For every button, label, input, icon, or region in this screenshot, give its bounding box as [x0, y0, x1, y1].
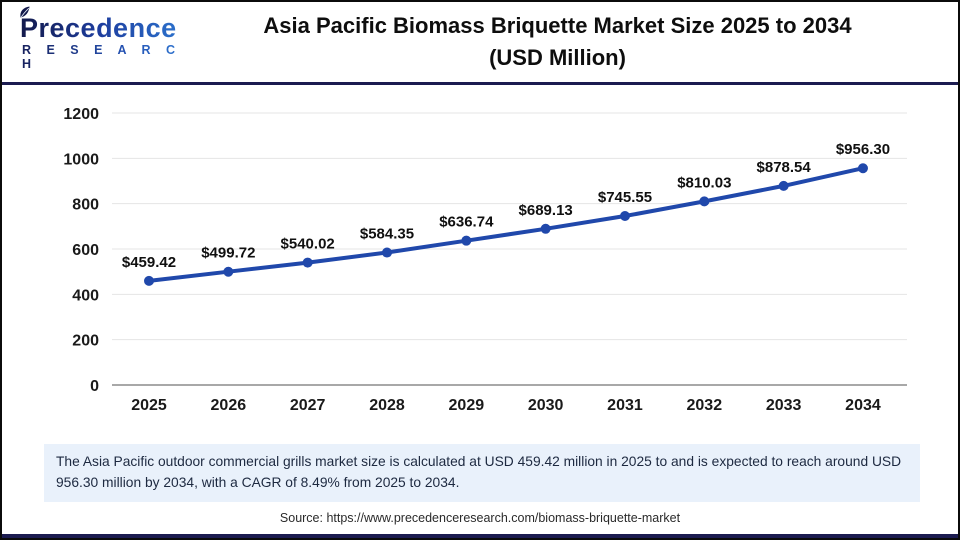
data-point-2033[interactable] [778, 180, 789, 191]
chart-area: 0 200 400 600 800 1000 1200 $459.42 2025 $499.72 2… [2, 85, 958, 437]
x-axis-tick-label: 2029 [449, 397, 485, 414]
x-axis-tick-label: 2031 [607, 397, 643, 414]
x-axis-tick-label: 2033 [766, 397, 802, 414]
x-axis-tick-label: 2032 [687, 397, 723, 414]
x-axis-tick-label: 2034 [845, 397, 881, 414]
data-point-2025[interactable] [144, 275, 154, 286]
data-point-2034[interactable] [857, 163, 868, 174]
y-axis-tick-label: 1000 [63, 151, 99, 168]
bottom-accent-bar [2, 534, 958, 538]
precedence-research-logo: Precedence R E S E A R C H [12, 6, 197, 71]
y-axis-tick-label: 800 [72, 197, 99, 214]
source-citation: Source: https://www.precedenceresearch.c… [279, 511, 681, 526]
data-point-label: $810.03 [677, 174, 731, 191]
data-point-label: $689.13 [519, 202, 573, 219]
x-axis-tick-label: 2028 [369, 397, 405, 414]
data-point-label: $636.74 [439, 214, 494, 231]
chart-title: Asia Pacific Biomass Briquette Market Si… [197, 10, 948, 74]
data-point-label: $499.72 [201, 245, 255, 262]
y-axis-tick-label: 0 [90, 378, 99, 395]
x-axis-tick-label: 2026 [211, 397, 247, 414]
y-axis-tick-label: 1200 [63, 106, 99, 123]
data-point-2029[interactable] [461, 235, 472, 246]
summary-note-text: The Asia Pacific outdoor commercial gril… [56, 454, 902, 490]
y-axis-tick-label: 400 [72, 287, 99, 304]
data-point-label: $745.55 [598, 189, 652, 206]
y-axis-tick-label: 600 [72, 242, 99, 259]
header: Precedence R E S E A R C H Asia Pacific … [2, 2, 958, 85]
line-series [147, 166, 865, 283]
chart-title-line1: Asia Pacific Biomass Briquette Market Si… [263, 13, 852, 38]
data-point-label: $459.42 [122, 254, 176, 271]
market-size-line-chart: 0 200 400 600 800 1000 1200 $459.42 2025 $499.72 2… [63, 106, 907, 414]
x-axis-tick-label: 2025 [131, 397, 167, 414]
logo-brand-text: Precedence [20, 14, 197, 42]
data-point-2026[interactable] [223, 266, 234, 277]
data-point-2030[interactable] [540, 223, 551, 234]
data-point-2032[interactable] [699, 196, 710, 207]
data-point-label: $584.35 [360, 226, 414, 243]
data-point-2028[interactable] [381, 247, 392, 258]
data-point-label: $956.30 [836, 141, 890, 158]
logo-brand-subtext: R E S E A R C H [20, 43, 197, 71]
y-axis-tick-label: 200 [72, 333, 99, 350]
x-axis-tick-label: 2030 [528, 397, 564, 414]
data-point-label: $540.02 [281, 236, 335, 253]
leaf-icon [20, 6, 30, 17]
chart-title-line2: (USD Million) [489, 45, 626, 70]
data-point-2027[interactable] [302, 257, 313, 268]
data-point-2031[interactable] [619, 211, 630, 222]
x-axis-tick-label: 2027 [290, 397, 326, 414]
summary-note: The Asia Pacific outdoor commercial gril… [44, 444, 920, 503]
data-point-label: $878.54 [757, 159, 812, 176]
